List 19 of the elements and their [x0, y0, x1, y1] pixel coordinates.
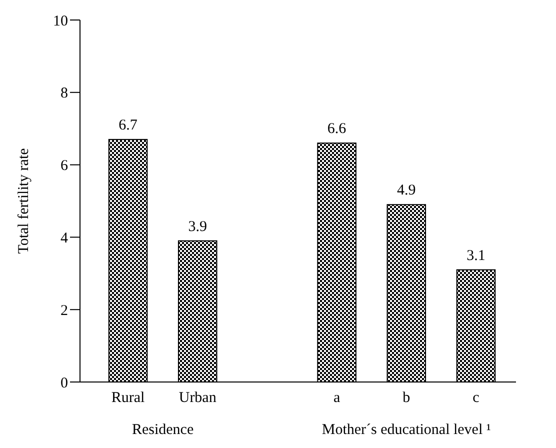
data-label: 3.9: [188, 218, 207, 235]
x-tick-label: a: [333, 390, 340, 406]
y-axis-title: Total fertility rate: [16, 148, 32, 254]
y-tick-label: 10: [53, 13, 68, 30]
y-tick-label: 2: [60, 302, 68, 319]
x-tick-label: Urban: [178, 390, 217, 406]
y-tick-label: 6: [60, 158, 68, 174]
data-label: 6.7: [118, 117, 138, 134]
y-tick-label: 0: [60, 375, 68, 392]
x-tick-label: c: [472, 390, 480, 406]
data-label: 4.9: [397, 182, 416, 199]
text: Mother´s educational level ¹: [322, 422, 491, 438]
data-label: 3.1: [466, 248, 486, 264]
data-label: 6.6: [327, 121, 347, 138]
text: Residence: [132, 422, 194, 438]
y-tick-label: 4: [60, 230, 68, 246]
x-tick-label: Rural: [111, 390, 145, 406]
x-tick-label: b: [402, 390, 410, 406]
y-tick-label: 8: [60, 86, 68, 102]
